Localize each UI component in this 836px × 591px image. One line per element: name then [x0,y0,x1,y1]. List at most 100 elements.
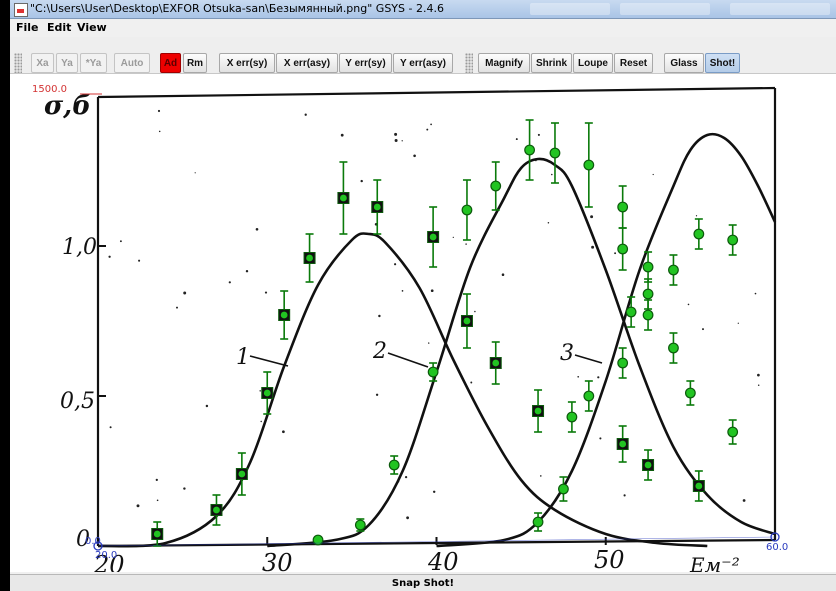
circle-marker-24[interactable] [642,288,654,300]
scan-speck [754,292,757,295]
circle-marker-2[interactable] [388,459,400,471]
circle-marker-0[interactable] [312,534,324,546]
circle-marker-14[interactable] [583,390,595,402]
remove-point-button[interactable]: Rm [183,53,207,73]
curve-label-3: 3 [560,341,574,366]
circle-marker-8[interactable] [583,159,595,171]
scan-speck [474,310,476,313]
circle-marker-7[interactable] [549,147,561,159]
shot-button[interactable]: Shot! [705,53,740,73]
menu-edit[interactable]: Edit [47,21,72,34]
scan-speck [577,375,580,378]
square-marker-dot-6 [340,194,347,202]
circle-marker-3[interactable] [427,366,439,378]
scan-speck [109,426,112,429]
glass-button[interactable]: Glass [664,53,704,73]
scan-speck [465,243,467,245]
toolbar-grip-1[interactable] [14,53,22,73]
x-tick-label-30: 30 [262,549,293,572]
y-err-sy-button[interactable]: Y err(sy) [339,53,392,73]
square-marker-dot-7 [373,203,381,211]
menu-bar: File Edit View [10,19,836,37]
circle-marker-6[interactable] [524,144,535,156]
menu-file[interactable]: File [16,21,39,34]
ya-button[interactable]: Ya [56,53,78,73]
circle-marker-5[interactable] [490,180,502,192]
menu-view[interactable]: View [77,21,107,34]
circle-marker-16[interactable] [668,264,679,276]
magnify-button[interactable]: Magnify [478,53,530,73]
scan-speck [205,404,209,408]
scan-speck [591,245,595,249]
circle-marker-9[interactable] [617,201,629,213]
curve-label-2: 2 [372,339,387,364]
y-ref-min-label: 0.0 [85,536,101,547]
scanned-chart[interactable]: σ,б 1,0 0,5 0 20 30 40 50 Ем⁻² 1 2 3 150… [10,74,836,572]
scan-speck [264,291,268,294]
xa-button[interactable]: Xa [31,53,54,73]
loupe-button[interactable]: Loupe [573,53,613,73]
circle-marker-18[interactable] [684,387,696,399]
scan-speck [228,281,231,284]
square-marker-dot-10 [492,359,500,367]
circle-marker-15[interactable] [566,411,578,423]
circle-marker-10[interactable] [617,243,629,255]
x-tick-label-50: 50 [594,546,625,572]
circle-marker-19[interactable] [693,228,705,240]
x-ref-max-label: 60.0 [766,542,788,553]
scan-speck [695,215,698,217]
x-tick-label-20: 20 [93,551,125,572]
scan-speck [136,504,140,508]
circle-marker-4[interactable] [461,204,473,216]
square-marker-dot-14 [695,482,703,490]
circle-marker-13[interactable] [617,357,629,369]
circle-marker-20[interactable] [727,234,739,246]
scan-speck [260,420,262,423]
scan-speck [360,179,363,183]
circle-marker-17[interactable] [668,342,679,354]
scan-speck [108,255,111,258]
scan-speck [406,516,409,520]
circle-marker-23[interactable] [558,483,569,495]
y-tick-marks [98,245,106,547]
circle-marker-22[interactable] [532,516,544,528]
shrink-button[interactable]: Shrink [531,53,572,73]
star-ya-button[interactable]: *Ya [80,53,107,73]
reset-button[interactable]: Reset [614,53,653,73]
scan-speck [245,269,249,273]
background-tab-3 [730,3,830,15]
scan-speck [515,138,518,141]
square-marker-dot-8 [429,233,437,241]
auto-button[interactable]: Auto [114,53,150,73]
scan-speck [158,130,161,133]
data-markers[interactable] [151,144,739,546]
background-tab-2 [620,3,710,15]
scan-speck [551,173,553,176]
x-err-sy-button[interactable]: X err(sy) [219,53,275,73]
curve-3 [436,132,777,548]
scan-speck [652,173,654,176]
scan-speck [155,478,158,482]
circle-marker-25[interactable] [625,306,637,318]
scan-speck [547,222,550,224]
square-marker-dot-12 [619,440,627,448]
y-err-asy-button[interactable]: Y err(asy) [393,53,453,73]
circle-marker-12[interactable] [642,309,654,321]
add-point-button[interactable]: Ad [160,53,181,73]
title-bar: "C:\Users\User\Desktop\EXFOR Otsuka-san\… [10,0,836,19]
circle-marker-11[interactable] [642,261,654,273]
scan-speck [623,494,626,497]
scan-speck [597,376,600,379]
circle-marker-1[interactable] [354,519,366,531]
scan-speck [430,289,434,293]
y-tick-label-1: 1,0 [62,235,97,260]
scan-speck [430,123,432,126]
scan-speck [304,113,307,116]
circle-marker-21[interactable] [727,426,739,438]
scan-speck [687,303,690,306]
square-marker-dot-0 [153,530,161,538]
scan-speck [282,430,285,434]
toolbar-grip-2[interactable] [465,53,473,73]
x-err-asy-button[interactable]: X err(asy) [276,53,338,73]
digitizer-canvas[interactable]: σ,б 1,0 0,5 0 20 30 40 50 Ем⁻² 1 2 3 150… [10,74,836,572]
